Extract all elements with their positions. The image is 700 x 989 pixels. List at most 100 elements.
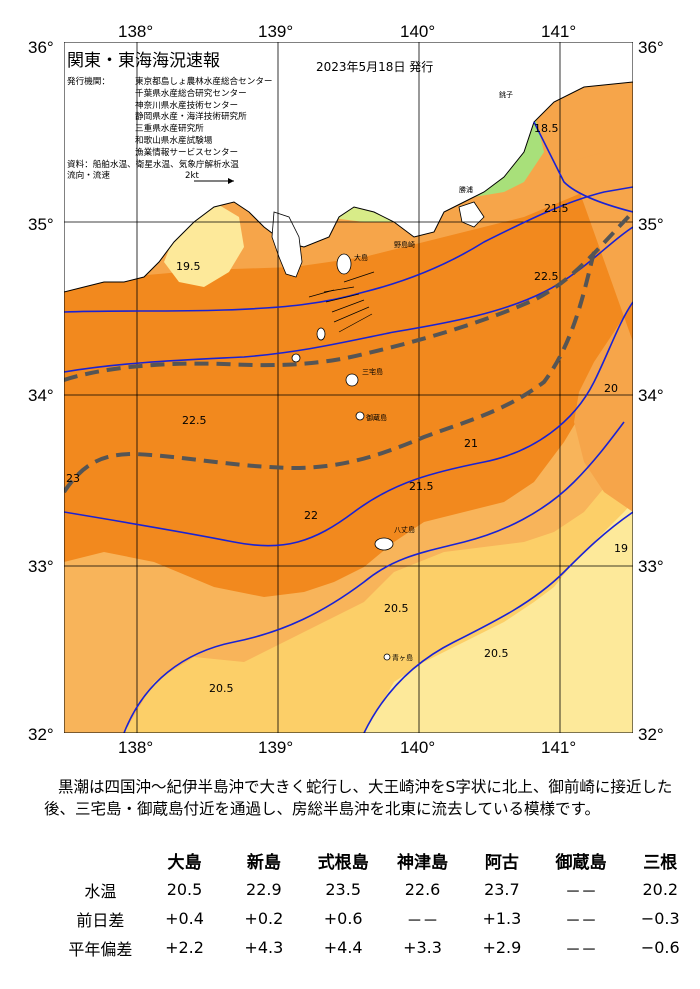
stats-cell: +4.3 <box>244 938 284 957</box>
stats-cell: +2.2 <box>165 938 204 957</box>
lon-label-138-bottom: 138° <box>118 738 154 757</box>
lat-label-34-right: 34° <box>638 386 664 405</box>
isotherm-label-21-5: 21.5 <box>409 480 434 493</box>
place-label-katsuura: 勝浦 <box>459 185 473 194</box>
stats-cell: 20.2 <box>642 880 679 899</box>
isotherm-label-20-5b: 20.5 <box>209 682 234 695</box>
stats-col-shikinejima: 式根島 <box>317 853 369 873</box>
stats-cell: +0.6 <box>323 909 363 928</box>
stats-row-anomaly: 平年偏差 +2.2 +4.3 +4.4 +3.3 +2.9 －－ −0.6 <box>56 933 700 962</box>
stats-cell: +2.9 <box>482 938 522 957</box>
place-labels: 大島 三宅島 御蔵島 八丈島 青ヶ島 銚子 勝浦 野島崎 <box>354 90 513 662</box>
isotherm-label-22: 22 <box>304 509 318 522</box>
isotherm-label-20-5: 20.5 <box>384 602 409 615</box>
place-label-oshima: 大島 <box>354 253 368 262</box>
place-label-hachijojima: 八丈島 <box>394 525 415 534</box>
land-honshu <box>64 42 633 293</box>
lon-label-139-bottom: 139° <box>258 738 294 757</box>
isotherm-22b <box>64 301 633 547</box>
stats-cell: 22.9 <box>246 880 282 899</box>
lon-label-139-top: 139° <box>258 22 294 41</box>
issue-date: 2023年5月18日 発行 <box>316 60 434 74</box>
stats-col-ako: 阿古 <box>484 853 519 873</box>
sources-text: 船舶水温、衛星水温、気象庁解析水温 <box>92 159 239 170</box>
isotherm-label-21: 21 <box>464 437 478 450</box>
place-label-miyakejima: 三宅島 <box>362 367 383 376</box>
map-title: 関東・東海海況速報 <box>67 51 220 71</box>
legend-row: 流向・流速 2kt <box>67 171 322 183</box>
stats-cell: +1.3 <box>482 909 522 928</box>
isotherm-labels: 22.5 21.5 20.5 22.5 21.5 18.5 19.5 20.5 … <box>66 122 628 695</box>
stats-row-label: 前日差 <box>76 910 125 930</box>
stats-row-label: 水温 <box>84 881 117 901</box>
lon-label-140-top: 140° <box>400 22 436 41</box>
isotherm-20-5 <box>363 511 633 733</box>
lon-label-138-top: 138° <box>118 22 154 41</box>
lat-label-32-right: 32° <box>638 725 664 744</box>
stats-cell: －－ <box>565 910 598 930</box>
sources-key: 資料： <box>67 159 93 170</box>
issuer-row-2: 神奈川県水産技術センター <box>67 101 322 113</box>
issuer-4: 三重県水産研究所 <box>135 124 204 135</box>
place-label-aogashima: 青ヶ島 <box>392 653 413 662</box>
isotherm-label-21-5b: 21.5 <box>544 202 569 215</box>
stats-cell: −0.3 <box>640 909 680 928</box>
legend-arrow-head <box>228 178 234 184</box>
sea-temperature-map: 22.5 21.5 20.5 22.5 21.5 18.5 19.5 20.5 … <box>64 42 633 733</box>
isotherm-label-22-5: 22.5 <box>182 414 207 427</box>
stats-cell: －－ <box>406 910 439 930</box>
stats-cell: 22.6 <box>404 880 441 899</box>
lon-label-141-top: 141° <box>541 22 577 41</box>
stats-cell: −0.6 <box>640 938 680 957</box>
lat-label-33-left: 33° <box>28 557 54 576</box>
issuer-row-6: 漁業情報サービスセンター <box>67 148 322 160</box>
lat-label-32-left: 32° <box>28 725 54 744</box>
legend-scale: 2kt <box>185 171 199 182</box>
kuroshio-summary: 黒潮は四国沖～紀伊半島沖で大きく蛇行し、大王崎沖をS字状に北上、御前崎に接近した… <box>44 778 673 818</box>
stats-header-row: 大島 新島 式根島 神津島 阿古 御蔵島 三根 <box>56 846 700 875</box>
isotherm-label-20: 20 <box>604 382 618 395</box>
stats-cell: +4.4 <box>323 938 363 957</box>
lat-label-33-right: 33° <box>638 557 664 576</box>
kuroshio-axis-south <box>64 251 596 494</box>
stats-cell: 20.5 <box>166 880 203 899</box>
isotherm-label-20-5c: 20.5 <box>484 647 509 660</box>
island-aogashima <box>383 653 391 661</box>
issuer-row-0: 発行機関： 東京都島しょ農林水産総合センター <box>67 77 322 89</box>
lat-label-35-right: 35° <box>638 215 664 234</box>
stats-header-blank <box>56 846 145 875</box>
island-hachijojima <box>374 537 394 551</box>
stats-col-kozushima: 神津島 <box>397 853 449 873</box>
stats-cell: －－ <box>565 939 598 959</box>
stats-cell: +0.4 <box>165 909 204 928</box>
sea-temperature-svg: 22.5 21.5 20.5 22.5 21.5 18.5 19.5 20.5 … <box>64 42 633 733</box>
kuroshio-axis-north <box>64 210 633 382</box>
kuroshio-axis <box>64 210 633 494</box>
issuer-row-4: 三重県水産研究所 <box>67 124 322 136</box>
temperature-stats-table: 大島 新島 式根島 神津島 阿古 御蔵島 三根 水温 20.5 22.9 23.… <box>56 846 700 962</box>
place-label-choshi: 銚子 <box>499 90 513 99</box>
island-kozushima <box>291 353 301 363</box>
isotherm-21 <box>64 186 633 313</box>
issuer-info: 発行機関： 東京都島しょ農林水産総合センター 千葉県水産総合研究センター 神奈川県… <box>67 77 322 183</box>
isotherm-21b <box>123 421 625 733</box>
lat-label-36-right: 36° <box>638 38 664 57</box>
island-miyakejima <box>345 373 359 387</box>
isotherm-label-19-5: 19.5 <box>176 260 201 273</box>
lon-label-140-bottom: 140° <box>400 738 436 757</box>
isotherm-label-19: 19 <box>614 542 628 555</box>
stats-col-mitsune: 三根 <box>643 853 678 873</box>
issuer-5: 和歌山県水産試験場 <box>135 135 213 146</box>
place-label-nojimazaki: 野島崎 <box>394 240 415 249</box>
sea-pale-southeast <box>364 502 633 733</box>
current-vectors <box>308 271 375 333</box>
stats-cell: －－ <box>565 881 598 901</box>
sea-east-strip <box>569 142 633 512</box>
lat-label-35-left: 35° <box>28 215 54 234</box>
land-izu-peninsula <box>271 211 303 278</box>
stats-col-niijima: 新島 <box>246 853 281 873</box>
lon-label-141-bottom: 141° <box>541 738 577 757</box>
issuer-1: 千葉県水産総合研究センター <box>135 88 247 99</box>
lat-label-36-left: 36° <box>28 38 54 57</box>
stats-col-oshima: 大島 <box>167 853 202 873</box>
